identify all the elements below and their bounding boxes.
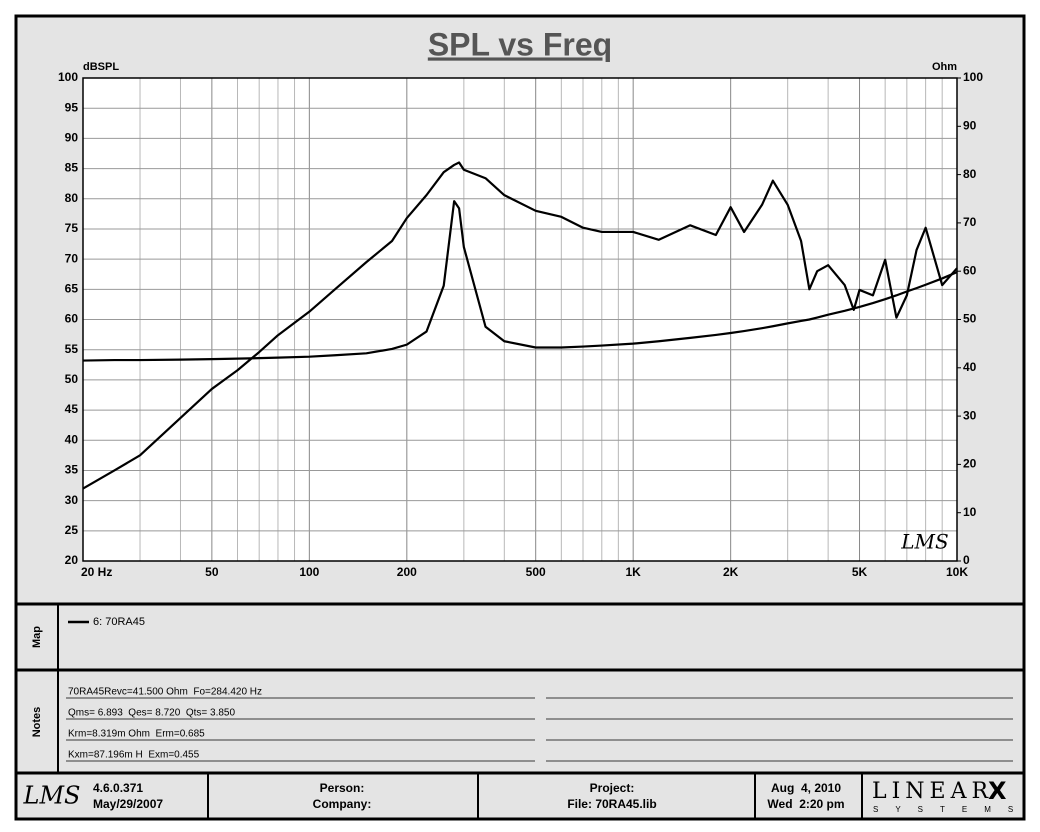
map-panel xyxy=(14,602,1026,672)
y2-tick-label: 0 xyxy=(963,553,970,567)
y2-axis-label: Ohm xyxy=(932,61,957,73)
curves xyxy=(82,161,958,490)
y-tick-label: 100 xyxy=(58,70,78,84)
plot-frame xyxy=(82,77,958,562)
x-tick-label: 20 Hz xyxy=(81,565,112,579)
y-tick-label: 40 xyxy=(65,432,79,446)
y-tick-label: 30 xyxy=(65,493,79,507)
x-tick-label: 200 xyxy=(397,565,417,579)
y2-tick-label: 100 xyxy=(963,70,983,84)
y-tick-label: 95 xyxy=(65,100,79,114)
person: Person: xyxy=(320,781,365,795)
y-tick-label: 55 xyxy=(65,342,79,356)
date: Aug 4, 2010 xyxy=(771,781,841,795)
y-tick-label: 75 xyxy=(65,221,79,235)
note-line: Kxm=87.196m H Exm=0.455 xyxy=(68,750,200,761)
y-tick-label: 45 xyxy=(65,402,79,416)
x-tick-label: 50 xyxy=(205,565,219,579)
footer-panel xyxy=(14,771,1026,821)
brand-sub: SYSTEMS xyxy=(873,805,1030,814)
note-line: Qms= 6.893 Qes= 8.720 Qts= 3.850 xyxy=(68,708,235,719)
y2-tick-label: 70 xyxy=(963,215,977,229)
labels: 20 Hz 50 100 200 500 1K 2K 5K 10K202530354045505… xyxy=(58,70,983,579)
y2-tick-label: 90 xyxy=(963,118,977,132)
version-date: May/29/2007 xyxy=(93,797,163,811)
file: File: 70RA45.lib xyxy=(567,797,656,811)
y-tick-label: 80 xyxy=(65,191,79,205)
note-line: 70RA45Revc=41.500 Ohm Fo=284.420 Hz xyxy=(68,687,262,698)
x-tick-label: 100 xyxy=(299,565,319,579)
x-tick-label: 5K xyxy=(852,565,868,579)
y-tick-label: 85 xyxy=(65,161,79,175)
note-line: Krm=8.319m Ohm Erm=0.685 xyxy=(68,729,205,740)
project: Project: xyxy=(590,781,635,795)
y-tick-label: 65 xyxy=(65,281,79,295)
chart-title: SPL vs Freq xyxy=(428,26,612,62)
x-tick-label: 2K xyxy=(723,565,739,579)
notes-panel xyxy=(14,668,1026,775)
brand-mark: X xyxy=(988,777,1007,805)
company: Company: xyxy=(313,797,372,811)
notes-label: Notes xyxy=(31,707,43,738)
brand: LINEAR xyxy=(872,779,993,804)
y-axis-label: dBSPL xyxy=(83,61,119,73)
x-tick-label: 500 xyxy=(526,565,546,579)
y-tick-label: 25 xyxy=(65,523,79,537)
notes: 70RA45Revc=41.500 Ohm Fo=284.420 Hz Qms= … xyxy=(66,687,1013,762)
legend-entry: 6: 70RA45 xyxy=(93,616,145,628)
y2-tick-label: 10 xyxy=(963,505,977,519)
map-label: Map xyxy=(31,626,43,648)
version: 4.6.0.371 xyxy=(93,781,143,795)
watermark: LMS xyxy=(900,530,948,554)
x-tick-label: 10K xyxy=(946,565,968,579)
y-tick-label: 90 xyxy=(65,131,79,145)
y2-tick-label: 80 xyxy=(963,167,977,181)
y-tick-label: 70 xyxy=(65,251,79,265)
y2-tick-label: 50 xyxy=(963,312,977,326)
y-tick-label: 20 xyxy=(65,553,79,567)
time: Wed 2:20 pm xyxy=(767,797,844,811)
y2-tick-label: 30 xyxy=(963,408,977,422)
y-tick-label: 60 xyxy=(65,312,79,326)
x-tick-label: 1K xyxy=(626,565,642,579)
y2-tick-label: 40 xyxy=(963,360,977,374)
data-line xyxy=(82,200,958,362)
y2-tick-label: 20 xyxy=(963,457,977,471)
y-tick-label: 35 xyxy=(65,463,79,477)
footer-logo: LMS xyxy=(23,782,81,810)
y2-tick-label: 60 xyxy=(963,263,977,277)
y-tick-label: 50 xyxy=(65,372,79,386)
data-line xyxy=(82,161,958,490)
